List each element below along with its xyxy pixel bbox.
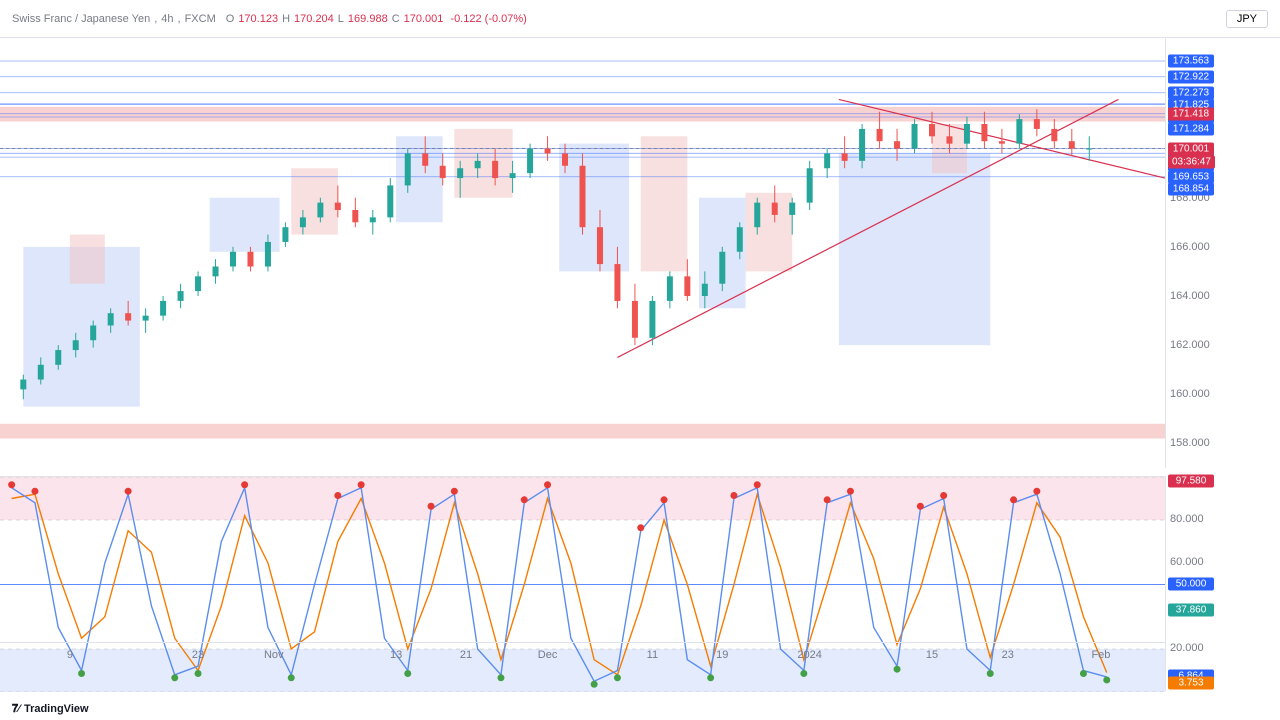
time-axis[interactable]: 9 23 Nov 13 21 Dec 11 19 2024 15 23 Feb [0,642,1165,670]
osc-axis-tick: 80.000 [1170,513,1204,525]
time-axis-tick: 15 [926,649,938,661]
ohlc-low: 169.988 [348,13,388,25]
price-axis-tick: 166.000 [1170,241,1210,253]
timeframe[interactable]: 4h [161,13,173,25]
broker: FXCM [185,13,216,25]
countdown-label: 03:36:47 [1168,155,1215,168]
price-level-label: 168.854 [1168,183,1214,196]
osc-level-label: 97.580 [1168,475,1214,488]
time-axis-tick: 2024 [797,649,821,661]
price-y-axis[interactable]: 158.000160.000162.000164.000166.000168.0… [1165,38,1280,468]
ohlc-open: 170.123 [238,13,278,25]
time-axis-tick: 9 [67,649,73,661]
ohlc-high: 170.204 [294,13,334,25]
price-axis-tick: 158.000 [1170,437,1210,449]
time-axis-tick: 23 [1002,649,1014,661]
osc-level-label: 3.753 [1168,676,1214,689]
price-level-label: 172.922 [1168,70,1214,83]
chart-area[interactable]: 158.000160.000162.000164.000166.000168.0… [0,38,1280,670]
branding-text: TradingView [24,703,89,715]
time-axis-tick: 19 [716,649,728,661]
price-panel[interactable] [0,38,1165,468]
time-axis-tick: 21 [460,649,472,661]
time-axis-tick: Dec [538,649,558,661]
symbol-name[interactable]: Swiss Franc / Japanese Yen [12,13,150,25]
price-level-label: 171.418 [1168,107,1214,120]
time-axis-tick: 23 [192,649,204,661]
price-axis-tick: 164.000 [1170,290,1210,302]
price-axis-tick: 162.000 [1170,339,1210,351]
osc-level-label: 50.000 [1168,577,1214,590]
price-level-label: 171.284 [1168,122,1214,135]
price-axis-tick: 160.000 [1170,388,1210,400]
oscillator-y-axis[interactable]: 20.00060.00080.00097.58050.00037.8606.86… [1165,476,1280,691]
time-axis-tick: Nov [264,649,284,661]
osc-axis-tick: 20.000 [1170,642,1204,654]
price-change: -0.122 (-0.07%) [450,13,526,25]
time-axis-tick: 11 [647,649,658,661]
osc-axis-tick: 60.000 [1170,556,1204,568]
price-level-label: 173.563 [1168,55,1214,68]
price-level-label: 170.001 [1168,142,1214,155]
osc-level-label: 37.860 [1168,603,1214,616]
time-axis-tick: Feb [1091,649,1110,661]
branding-footer: 𝟕⁄ TradingView [0,698,89,720]
ohlc-close: 170.001 [404,13,444,25]
price-chart-svg [0,38,1165,468]
time-axis-tick: 13 [390,649,402,661]
currency-button[interactable]: JPY [1226,10,1268,28]
chart-header: Swiss Franc / Japanese Yen , 4h , FXCM O… [0,0,1280,38]
